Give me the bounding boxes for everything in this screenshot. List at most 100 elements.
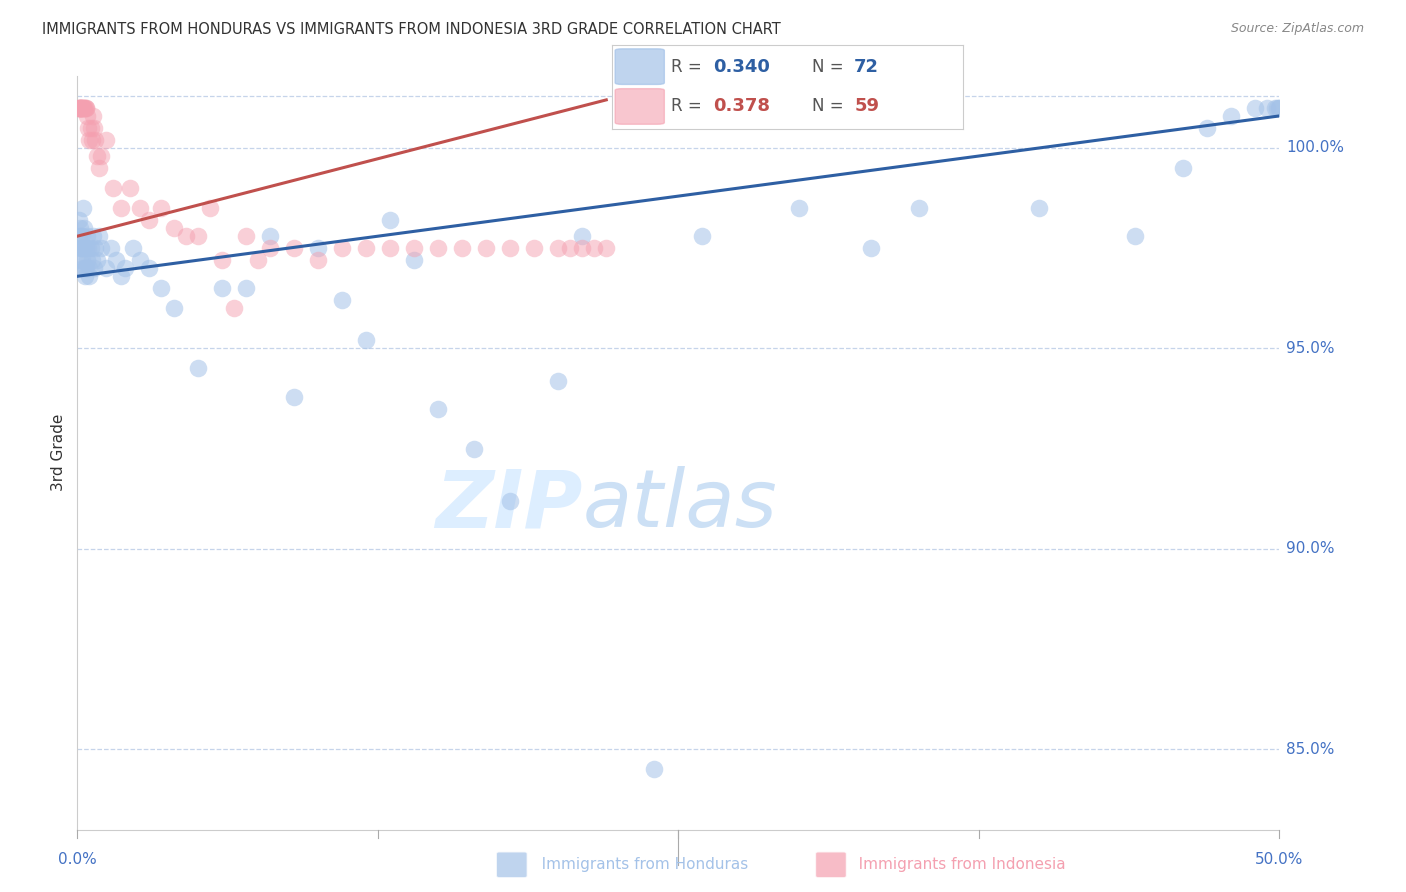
Point: [643, 763, 665, 777]
Point: [378, 241, 401, 255]
Point: [378, 213, 401, 227]
Text: 0.0%: 0.0%: [58, 852, 97, 867]
Point: [73, 241, 96, 255]
Point: [186, 229, 209, 244]
Point: [499, 493, 522, 508]
Text: R =: R =: [672, 59, 707, 77]
Point: [87, 161, 110, 175]
Point: [259, 241, 281, 255]
Point: [69, 101, 91, 115]
Point: [72, 261, 94, 276]
Text: atlas: atlas: [582, 467, 778, 544]
Point: [80, 253, 103, 268]
Point: [859, 241, 882, 255]
Point: [77, 120, 100, 135]
Point: [73, 101, 96, 115]
Point: [128, 201, 150, 215]
Point: [104, 253, 127, 268]
Point: [67, 101, 90, 115]
Point: [283, 241, 305, 255]
Point: [1265, 101, 1288, 115]
Point: [908, 201, 931, 215]
Point: [82, 229, 104, 244]
Point: [70, 101, 93, 115]
Point: [69, 101, 91, 115]
Text: ZIP: ZIP: [434, 467, 582, 544]
Text: 95.0%: 95.0%: [1286, 341, 1334, 356]
Text: 0.378: 0.378: [714, 97, 770, 115]
Point: [547, 374, 569, 388]
Point: [211, 281, 233, 295]
Point: [162, 221, 184, 235]
Text: Immigrants from Honduras: Immigrants from Honduras: [527, 857, 748, 872]
Point: [100, 241, 122, 255]
Text: 72: 72: [855, 59, 879, 77]
Point: [427, 241, 450, 255]
Point: [162, 301, 184, 316]
Point: [402, 253, 425, 268]
Point: [114, 261, 136, 276]
Point: [523, 241, 546, 255]
Point: [235, 281, 257, 295]
Point: [69, 221, 91, 235]
Point: [1268, 101, 1291, 115]
Point: [138, 261, 160, 276]
Text: IMMIGRANTS FROM HONDURAS VS IMMIGRANTS FROM INDONESIA 3RD GRADE CORRELATION CHAR: IMMIGRANTS FROM HONDURAS VS IMMIGRANTS F…: [42, 22, 780, 37]
Point: [70, 101, 93, 115]
Point: [75, 241, 97, 255]
Point: [69, 253, 91, 268]
Point: [80, 133, 103, 147]
Point: [150, 201, 173, 215]
Point: [72, 101, 94, 115]
Point: [70, 101, 93, 115]
Point: [402, 241, 425, 255]
Point: [72, 201, 94, 215]
Point: [1123, 229, 1146, 244]
Point: [79, 120, 101, 135]
Point: [246, 253, 269, 268]
Point: [307, 253, 329, 268]
Text: 90.0%: 90.0%: [1286, 541, 1334, 557]
Point: [330, 241, 353, 255]
Point: [692, 229, 714, 244]
Point: [330, 293, 353, 308]
Point: [86, 149, 108, 163]
Text: 50.0%: 50.0%: [1256, 852, 1303, 867]
Point: [571, 229, 593, 244]
Point: [307, 241, 329, 255]
Point: [571, 241, 593, 255]
Point: [76, 109, 98, 123]
Point: [787, 201, 810, 215]
Point: [83, 261, 105, 276]
Point: [1173, 161, 1195, 175]
Point: [128, 253, 150, 268]
Text: Immigrants from Indonesia: Immigrants from Indonesia: [844, 857, 1066, 872]
Point: [75, 261, 97, 276]
Point: [73, 101, 96, 115]
Point: [427, 401, 450, 416]
Text: 100.0%: 100.0%: [1286, 140, 1344, 155]
Point: [96, 133, 118, 147]
Point: [86, 253, 108, 268]
Point: [76, 229, 98, 244]
Point: [1244, 101, 1267, 115]
Point: [90, 149, 112, 163]
Point: [547, 241, 569, 255]
Point: [84, 241, 107, 255]
Point: [87, 229, 110, 244]
Point: [67, 213, 90, 227]
Text: N =: N =: [813, 59, 849, 77]
Point: [595, 241, 617, 255]
Point: [1256, 101, 1278, 115]
Point: [72, 241, 94, 255]
Point: [79, 241, 101, 255]
Text: R =: R =: [672, 97, 707, 115]
Point: [69, 101, 91, 115]
Point: [73, 261, 96, 276]
Point: [84, 133, 107, 147]
Point: [211, 253, 233, 268]
Text: 85.0%: 85.0%: [1286, 742, 1334, 757]
Point: [463, 442, 485, 456]
Point: [110, 269, 132, 284]
Point: [354, 334, 377, 348]
